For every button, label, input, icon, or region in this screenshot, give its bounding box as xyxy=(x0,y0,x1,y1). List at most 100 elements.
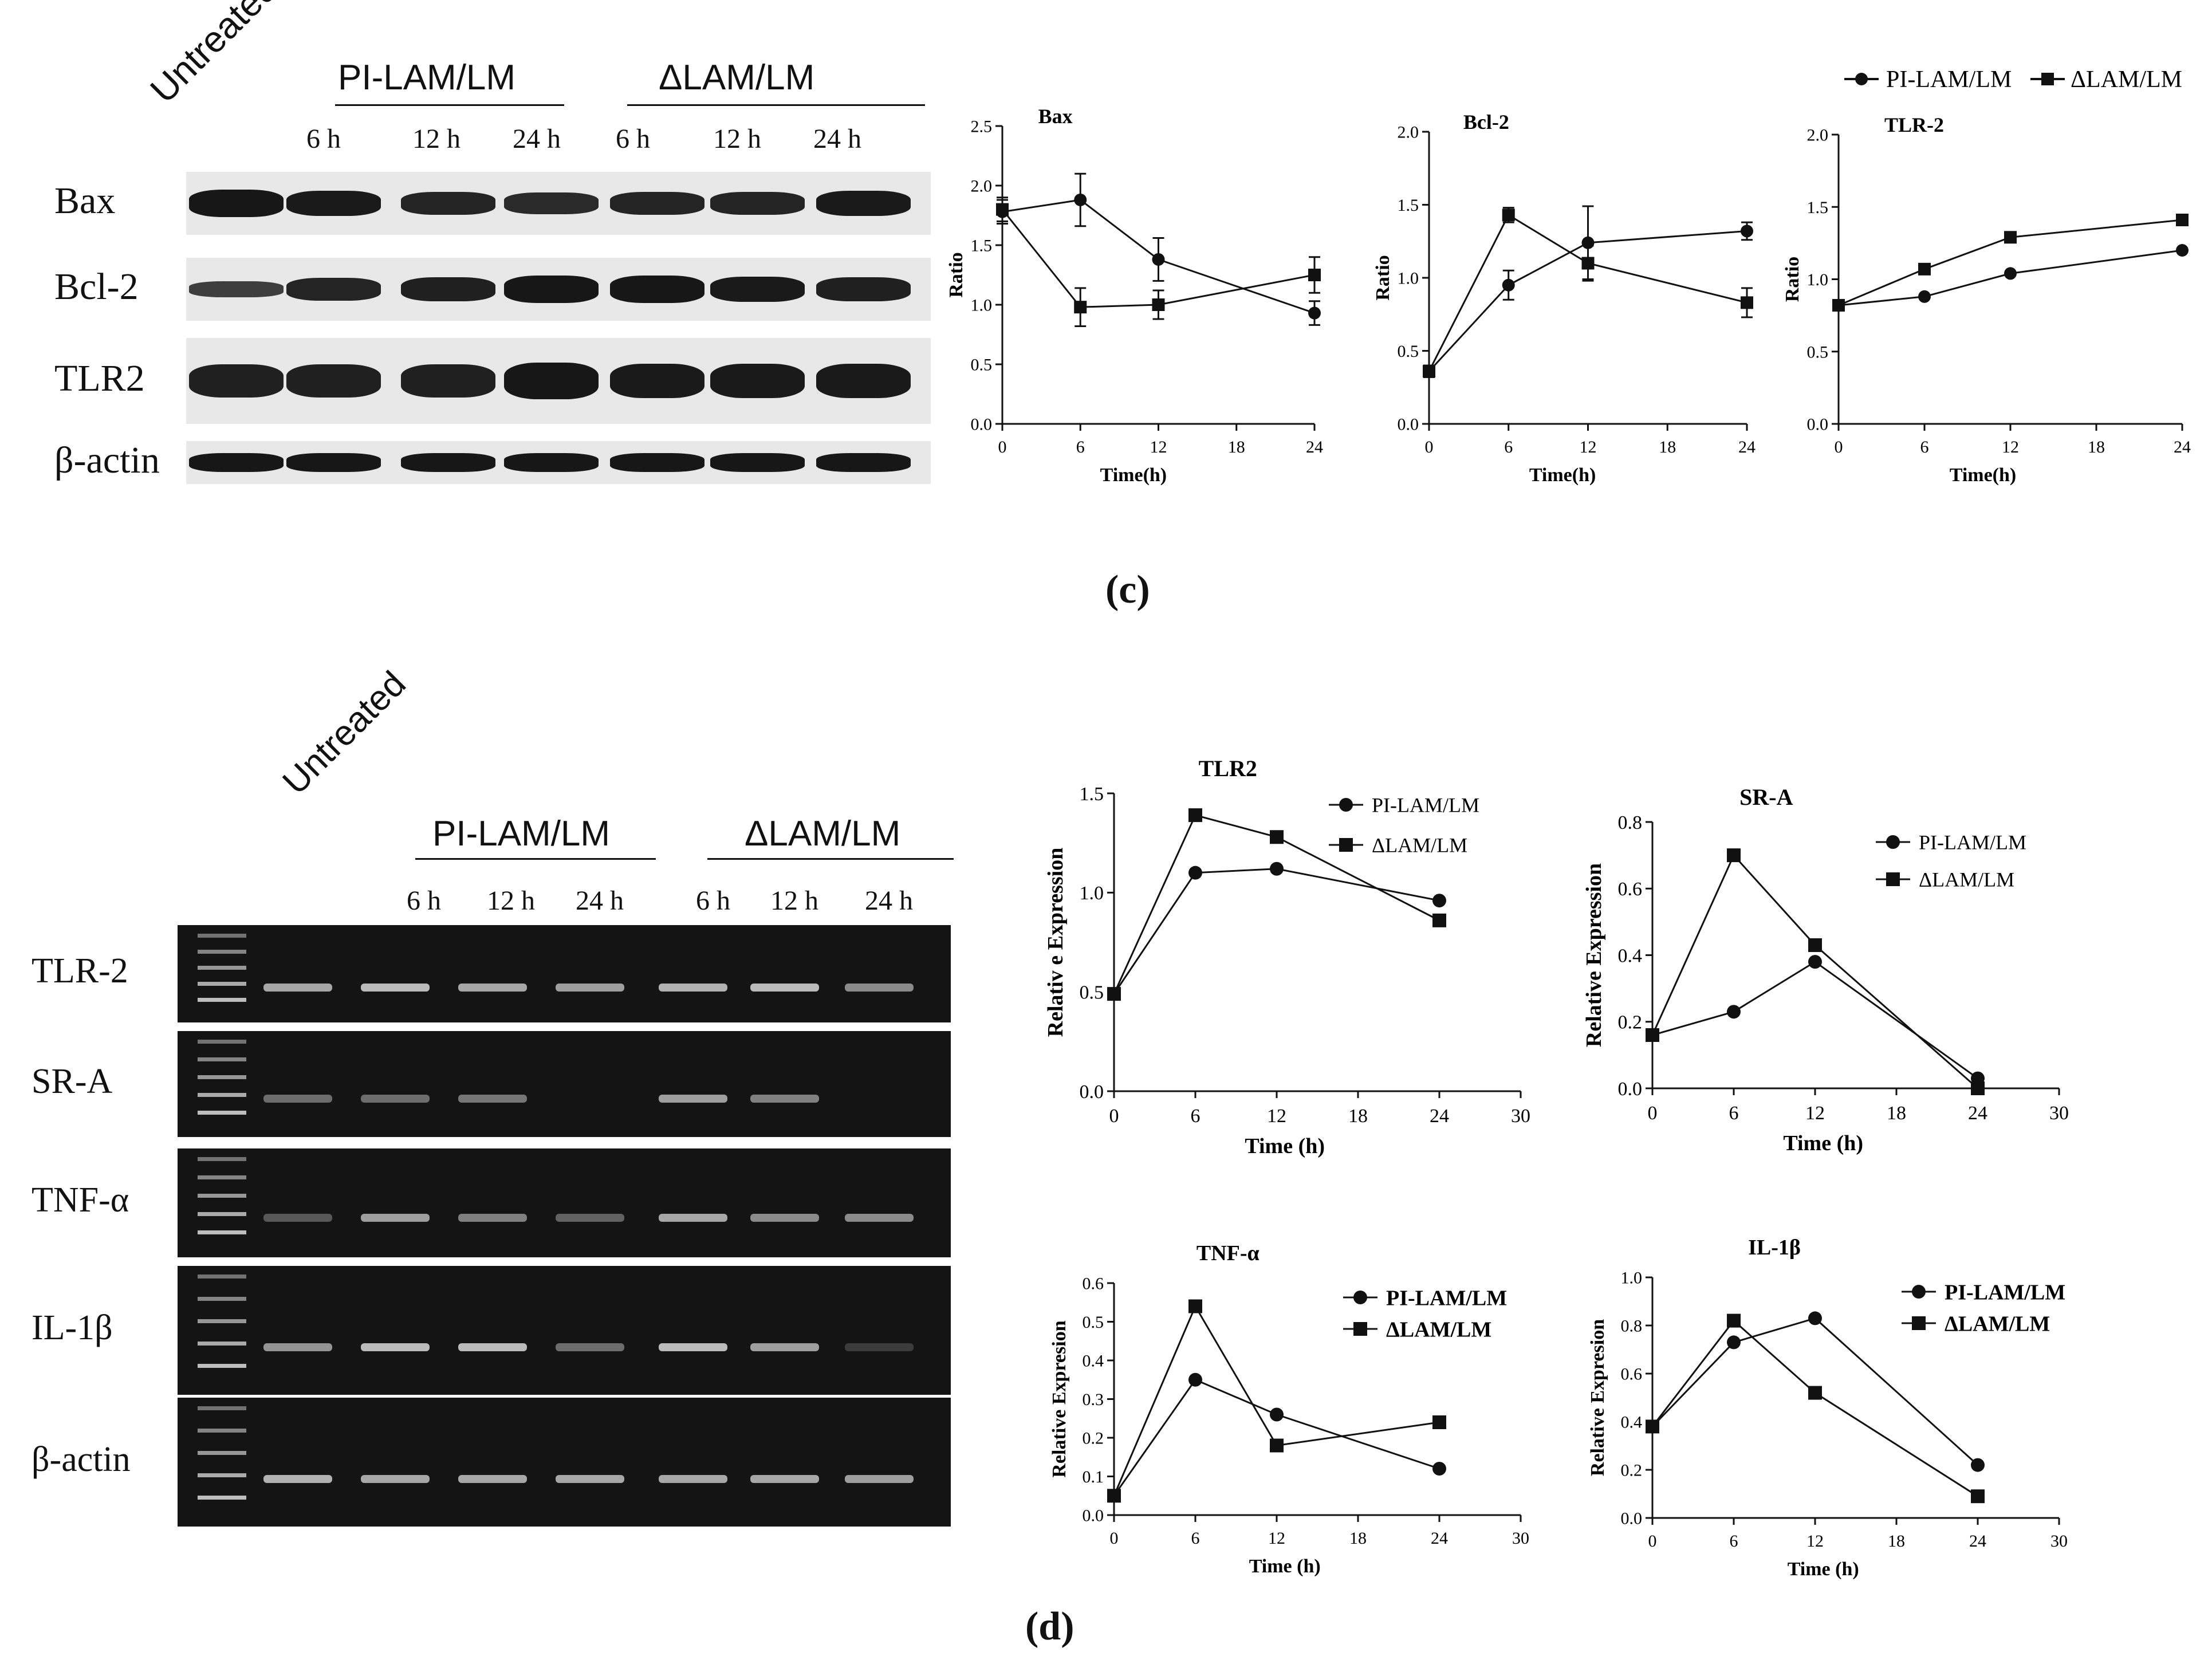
gel-ladder-band xyxy=(198,1429,246,1433)
x-tick-label: 6 xyxy=(1920,438,1929,457)
x-tick-label: 12 xyxy=(1267,1106,1286,1127)
gel-band xyxy=(556,1475,624,1483)
x-tick-label: 30 xyxy=(1511,1106,1530,1127)
x-tick-label: 6 xyxy=(1729,1103,1739,1124)
y-axis-label: Ratio xyxy=(1372,255,1394,300)
x-tick-label: 18 xyxy=(1349,1529,1367,1548)
blot-band xyxy=(189,190,284,217)
gel-ladder-band xyxy=(198,1194,246,1198)
chart-title: SR-A xyxy=(1739,784,1793,810)
y-tick-label: 0.4 xyxy=(1083,1352,1104,1371)
blot-band xyxy=(610,276,704,303)
series-line xyxy=(1113,814,1440,994)
y-tick-label: 0.1 xyxy=(1083,1468,1104,1486)
legend-circle-marker xyxy=(1855,73,1868,85)
gel-ladder-band xyxy=(198,1040,246,1044)
y-tick-label: 0.0 xyxy=(971,415,993,434)
gel-ladder-band xyxy=(198,1342,246,1346)
x-tick-label: 24 xyxy=(1968,1103,1987,1124)
y-tick-label: 0.5 xyxy=(1083,1313,1104,1332)
western-blot-panel: Untreated PI-LAM/LM ΔLAM/LM 6 h 12 h 24 h 6… xyxy=(0,0,951,516)
blot-band xyxy=(189,364,284,398)
gel-timepoint-label: 6 h xyxy=(696,886,730,916)
y-tick-label: 1.5 xyxy=(1807,198,1829,217)
gel-untreated-label: Untreated xyxy=(275,663,414,803)
data-point-square xyxy=(2004,231,2017,244)
gel-row-label: TNF-α xyxy=(32,1181,129,1220)
series-line xyxy=(1651,1319,1978,1497)
gel-band xyxy=(263,984,332,992)
gel-strip xyxy=(178,1148,951,1257)
legend-marker xyxy=(1912,1285,1926,1299)
data-point-circle xyxy=(1918,290,1931,303)
gel-group2-underline xyxy=(707,858,954,860)
data-point-square xyxy=(1107,1489,1121,1503)
data-point-circle xyxy=(1727,1005,1741,1019)
x-tick-label: 18 xyxy=(1888,1532,1905,1551)
x-tick-label: 12 xyxy=(1150,438,1167,457)
blot-band xyxy=(816,190,911,217)
blot-band xyxy=(286,278,381,301)
data-point-square xyxy=(1646,1028,1659,1042)
x-tick-label: 0 xyxy=(1109,1106,1119,1127)
data-point-circle xyxy=(1808,955,1822,969)
gel-timepoint-label: 6 h xyxy=(407,886,441,916)
y-tick-label: 0.0 xyxy=(1807,415,1829,434)
x-tick-label: 30 xyxy=(1512,1529,1529,1548)
data-point-square xyxy=(1107,987,1121,1001)
legend-label: ΔLAM/LM xyxy=(1919,868,2014,891)
data-point-square xyxy=(1918,262,1931,276)
legend-label: PI-LAM/LM xyxy=(1945,1280,2065,1304)
blot-band xyxy=(710,363,805,399)
x-tick-label: 0 xyxy=(1425,438,1434,457)
gel-ladder-band xyxy=(198,1093,246,1097)
data-point-circle xyxy=(1152,253,1165,266)
legend-square-marker xyxy=(2041,73,2054,85)
gel-band xyxy=(845,984,914,992)
data-point-square xyxy=(1971,1489,1985,1504)
chart-bcl2: 0.0 0.5 1.0 1.5 2.0 0 6 12 18 24 Bcl-2 Time(h) Ratio xyxy=(1372,111,1756,486)
legend-marker xyxy=(1353,1291,1367,1304)
y-tick-label: 1.0 xyxy=(1621,1269,1643,1288)
blot-band xyxy=(610,453,704,472)
data-point-square xyxy=(1727,1313,1741,1328)
y-tick-label: 0.2 xyxy=(1083,1429,1104,1448)
series-line xyxy=(1001,209,1315,308)
blot-row-label: TLR2 xyxy=(54,357,145,399)
gel-band xyxy=(750,1475,819,1483)
gel-ladder-band xyxy=(198,1364,246,1368)
chart-title: Bax xyxy=(1038,105,1073,128)
blot-band xyxy=(710,276,805,302)
gel-ladder-band xyxy=(198,1057,246,1061)
y-tick-label: 0.2 xyxy=(1621,1461,1643,1480)
gel-strip xyxy=(178,925,951,1022)
x-axis-label: Time (h) xyxy=(1249,1556,1321,1577)
legend-marker xyxy=(1886,872,1900,886)
blot-band xyxy=(401,192,495,215)
data-point-square xyxy=(1270,830,1284,844)
data-point-square xyxy=(1581,257,1595,270)
blot-band xyxy=(504,276,599,303)
x-axis-label: Time(h) xyxy=(1950,465,2016,486)
data-point-circle xyxy=(1432,1462,1446,1476)
top-legend-svg: PI-LAM/LM ΔLAM/LM xyxy=(1844,66,2182,93)
chart-title: TNF-α xyxy=(1196,1241,1259,1265)
gel-panel: Untreated PI-LAM/LM ΔLAM/LM 6 h 12 h 24 h 6… xyxy=(0,664,974,1547)
y-tick-label: 0.2 xyxy=(1618,1012,1643,1033)
data-point-square xyxy=(1423,365,1435,378)
y-tick-label: 0.6 xyxy=(1083,1274,1104,1293)
x-tick-label: 18 xyxy=(1659,438,1676,457)
x-tick-label: 12 xyxy=(1805,1103,1825,1124)
x-tick-label: 12 xyxy=(1268,1529,1285,1548)
blot-band xyxy=(816,277,911,302)
blot-band xyxy=(610,192,704,215)
data-point-circle xyxy=(1432,894,1446,908)
series-line xyxy=(1652,961,1978,1079)
x-tick-label: 24 xyxy=(1738,438,1756,457)
gel-band xyxy=(458,984,527,992)
gel-band xyxy=(659,1475,727,1483)
blot-timepoint-label: 12 h xyxy=(412,124,460,154)
gel-band xyxy=(556,1214,624,1222)
blot-band xyxy=(189,281,284,297)
data-point-circle xyxy=(1270,862,1284,876)
